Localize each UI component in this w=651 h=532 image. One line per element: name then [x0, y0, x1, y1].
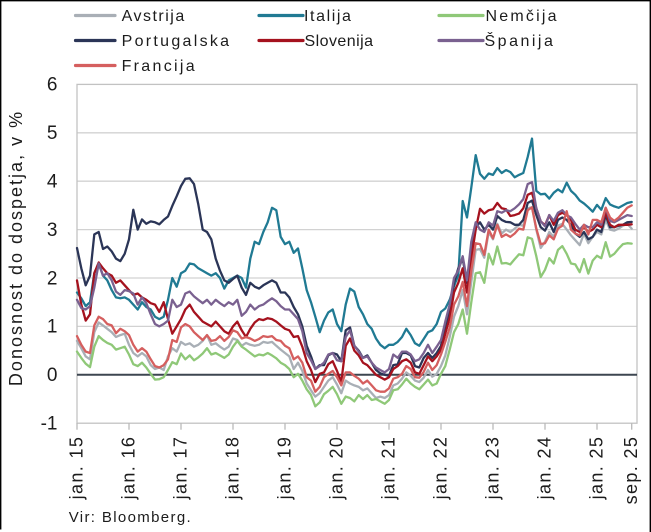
svg-text:jan. 16: jan. 16	[118, 436, 138, 501]
svg-text:Portugalska: Portugalska	[122, 33, 232, 50]
svg-text:3: 3	[47, 220, 58, 241]
svg-text:sep. 25: sep. 25	[621, 436, 641, 505]
svg-text:jan. 18: jan. 18	[222, 436, 242, 501]
svg-text:jan. 17: jan. 17	[170, 436, 190, 501]
svg-text:jan. 24: jan. 24	[534, 436, 554, 501]
svg-text:5: 5	[47, 123, 58, 144]
svg-text:jan. 21: jan. 21	[378, 436, 398, 501]
svg-text:jan. 20: jan. 20	[326, 436, 346, 501]
svg-text:jan. 25: jan. 25	[586, 436, 606, 501]
svg-text:2: 2	[47, 268, 58, 289]
svg-text:Nemčija: Nemčija	[486, 8, 559, 25]
svg-text:jan. 19: jan. 19	[274, 436, 294, 501]
svg-text:4: 4	[47, 172, 58, 193]
svg-text:jan. 15: jan. 15	[66, 436, 86, 501]
svg-text:jan. 23: jan. 23	[482, 436, 502, 501]
svg-text:Italija: Italija	[304, 8, 353, 25]
svg-text:Donosnost do dospetja, v %: Donosnost do dospetja, v %	[6, 110, 26, 386]
svg-text:-1: -1	[41, 414, 58, 435]
svg-text:6: 6	[47, 75, 58, 96]
svg-text:0: 0	[47, 365, 58, 386]
svg-text:Vir: Bloomberg.: Vir: Bloomberg.	[69, 509, 192, 526]
svg-text:Slovenija: Slovenija	[305, 33, 374, 50]
svg-text:Francija: Francija	[122, 58, 197, 75]
svg-text:1: 1	[47, 317, 58, 338]
svg-text:jan. 22: jan. 22	[430, 436, 450, 501]
svg-text:Avstrija: Avstrija	[122, 8, 186, 25]
svg-text:Španija: Španija	[485, 31, 556, 50]
